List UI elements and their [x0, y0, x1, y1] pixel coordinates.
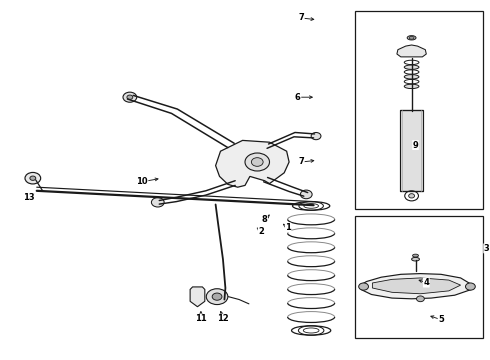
Polygon shape [372, 278, 461, 294]
Circle shape [251, 158, 263, 166]
Circle shape [416, 296, 424, 302]
Circle shape [311, 132, 321, 140]
Circle shape [359, 283, 368, 290]
Circle shape [245, 153, 270, 171]
Ellipse shape [413, 254, 418, 257]
Circle shape [409, 194, 415, 198]
Text: 4: 4 [423, 278, 429, 287]
Polygon shape [397, 45, 426, 57]
Text: 5: 5 [438, 315, 444, 324]
Bar [400, 110, 423, 191]
Text: 8: 8 [262, 215, 268, 224]
Ellipse shape [404, 84, 419, 89]
Text: 12: 12 [217, 314, 229, 323]
Bar [355, 11, 483, 209]
Polygon shape [190, 287, 205, 307]
Ellipse shape [404, 65, 419, 69]
Circle shape [212, 293, 222, 300]
Ellipse shape [409, 36, 414, 39]
Circle shape [206, 289, 228, 305]
Circle shape [300, 190, 312, 199]
Polygon shape [362, 274, 471, 299]
Text: 11: 11 [195, 314, 207, 323]
Text: 13: 13 [23, 194, 34, 202]
Ellipse shape [407, 36, 416, 40]
Text: 7: 7 [298, 157, 304, 166]
Ellipse shape [404, 75, 419, 79]
Text: 9: 9 [413, 140, 418, 150]
Circle shape [30, 176, 36, 180]
Polygon shape [216, 140, 289, 187]
Text: 2: 2 [258, 227, 264, 236]
Circle shape [25, 172, 41, 184]
Circle shape [123, 92, 137, 102]
Bar [355, 216, 483, 338]
Ellipse shape [412, 257, 419, 261]
Circle shape [127, 95, 133, 99]
Text: 1: 1 [285, 223, 291, 232]
Circle shape [151, 198, 164, 207]
Text: 10: 10 [136, 177, 148, 186]
Text: 7: 7 [298, 13, 304, 22]
Circle shape [466, 283, 475, 290]
Text: 6: 6 [295, 93, 301, 102]
Text: 3: 3 [484, 244, 490, 253]
